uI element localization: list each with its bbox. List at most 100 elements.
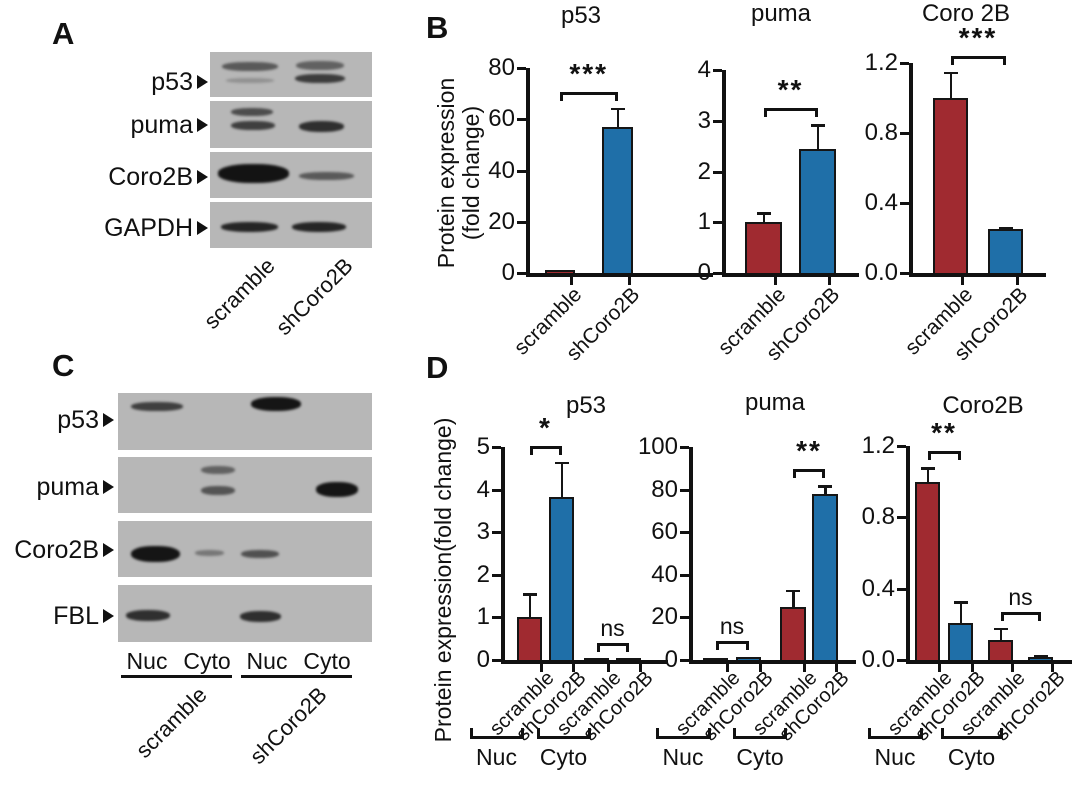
blot-band	[299, 172, 354, 180]
blot-row-label-text: FBL	[53, 601, 99, 630]
band-pointer-arrow-icon	[103, 413, 114, 427]
significance-label-stars: **	[796, 435, 822, 467]
significance-bracket	[1000, 611, 1041, 621]
y-axis-tick	[900, 202, 909, 205]
fraction-group-label: Nuc	[874, 744, 916, 770]
error-bar-cap	[522, 593, 537, 596]
x-axis	[909, 273, 1046, 277]
blot-strip-gapdh	[210, 202, 372, 248]
x-axis-tick	[571, 664, 575, 672]
blot-strip-coro2b	[118, 521, 372, 577]
y-axis-tick-label: 100	[637, 433, 678, 460]
blot-band	[296, 61, 344, 70]
y-axis-tick-label: 0	[476, 646, 490, 673]
bar-scramble-2	[584, 658, 609, 660]
significance-label-stars: **	[777, 74, 804, 106]
x-axis-tick	[627, 277, 631, 285]
error-bar-cap	[610, 107, 625, 111]
blot-strip-fbl	[118, 585, 372, 642]
blot-band	[126, 610, 170, 621]
y-axis-tick-label: 80	[488, 54, 515, 81]
y-axis-tick-label: 1	[697, 208, 711, 236]
error-bar-cap	[810, 124, 825, 127]
error-bar-cap	[818, 485, 832, 488]
y-axis-tick	[897, 516, 906, 520]
blot-row-label-text: Coro2B	[108, 162, 193, 191]
blot-band	[201, 486, 235, 495]
fraction-group-label: Cyto	[736, 744, 784, 770]
y-axis-tick-label: 0.8	[861, 503, 895, 531]
x-axis-tick	[937, 664, 941, 672]
chart-title: puma	[744, 389, 806, 416]
band-pointer-arrow-icon	[103, 609, 114, 623]
significance-bracket	[950, 55, 1006, 65]
x-axis-tick	[638, 664, 642, 672]
bar-shcoro2b-1	[799, 148, 836, 273]
x-axis	[906, 660, 1072, 664]
fraction-group-bracket	[469, 728, 524, 739]
band-pointer-arrow-icon	[197, 170, 208, 184]
significance-label-ns: ns	[719, 612, 745, 639]
y-axis-tick	[517, 67, 526, 70]
significance-label-ns: ns	[600, 615, 625, 642]
blot-row-label-text: p53	[57, 405, 99, 434]
y-axis-tick-label: 60	[651, 518, 678, 546]
error-bar	[999, 627, 1002, 641]
x-axis-tick	[1050, 664, 1054, 672]
error-bar	[528, 593, 531, 618]
y-axis-tick-label: 0.0	[861, 646, 895, 673]
y-axis-tick-label: 80	[651, 475, 678, 503]
significance-bracket	[560, 91, 618, 101]
x-axis-tick	[539, 664, 543, 672]
error-bar-cap	[786, 589, 800, 593]
chart-title: Coro 2B	[921, 0, 1011, 27]
y-axis-tick	[897, 659, 906, 662]
blot-band	[222, 62, 278, 71]
significance-bracket	[763, 108, 818, 118]
blot-row-label-puma: puma	[38, 109, 208, 141]
y-axis	[501, 447, 505, 664]
y-axis-tick-label: 1.2	[861, 432, 895, 459]
bar-scramble-0	[915, 481, 940, 660]
band-pointer-arrow-icon	[197, 118, 208, 132]
x-axis	[526, 273, 713, 277]
blot-band	[231, 108, 273, 116]
blot-row-label-text: p53	[151, 67, 193, 96]
y-axis	[906, 446, 910, 664]
x-axis-tick	[570, 277, 573, 285]
error-bar-cap	[1033, 654, 1048, 658]
blot-row-label-gapdh: GAPDH	[38, 212, 208, 244]
blot-band	[241, 550, 279, 558]
y-axis-tick	[492, 488, 501, 492]
error-bar	[560, 461, 563, 498]
blot-row-label-text: puma	[36, 472, 99, 501]
fraction-label: Cyto	[183, 648, 231, 674]
band-pointer-arrow-icon	[103, 543, 114, 557]
blot-strip-coro2b	[210, 152, 372, 198]
fraction-group-label: Cyto	[947, 744, 996, 770]
y-axis-tick	[900, 272, 909, 275]
panel-b-label: B	[426, 10, 449, 45]
significance-bracket	[596, 643, 629, 653]
error-bar	[959, 601, 962, 623]
fraction-group-label: Nuc	[476, 744, 517, 770]
bar-shcoro2b-1	[602, 126, 633, 273]
y-axis-tick	[492, 616, 501, 620]
blot-strip-puma	[210, 101, 372, 148]
y-axis-tick	[680, 488, 689, 492]
fraction-group-label: Nuc	[662, 744, 704, 770]
error-bar-cap	[998, 226, 1013, 230]
blot-band	[316, 482, 358, 497]
y-axis-tick-label: 2	[476, 560, 490, 588]
y-axis-tick-label: 2	[697, 157, 711, 185]
blot-band	[218, 164, 289, 183]
blot-band	[226, 78, 274, 83]
error-bar	[616, 107, 619, 127]
y-axis	[909, 63, 913, 277]
error-bar-cap	[943, 71, 958, 75]
blot-band	[240, 611, 281, 622]
fraction-label: Cyto	[303, 648, 351, 674]
chart-title: Coro2B	[942, 392, 1024, 419]
y-axis-tick	[680, 659, 689, 662]
x-axis	[722, 273, 859, 277]
